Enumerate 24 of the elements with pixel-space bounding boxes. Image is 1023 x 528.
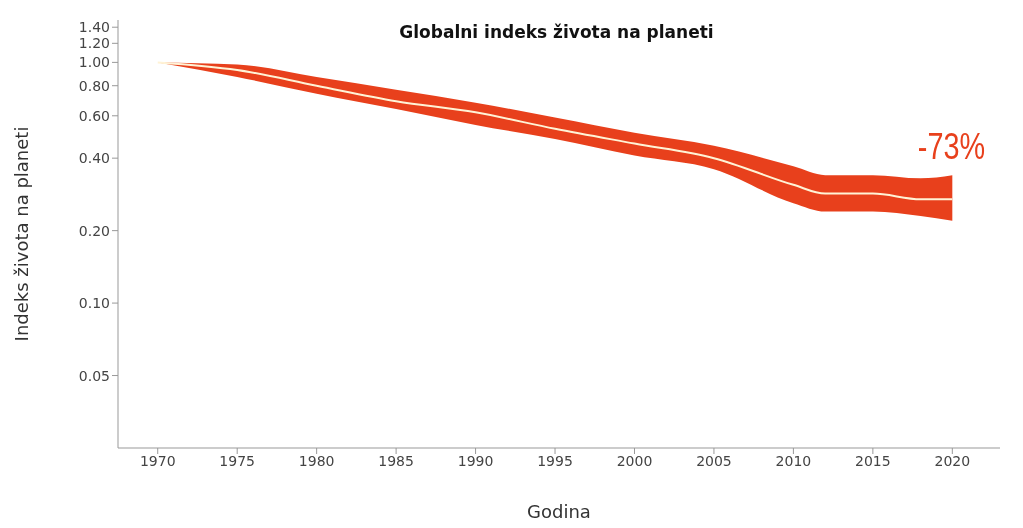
- annotation: -73%: [917, 126, 985, 168]
- x-tick-label: 2000: [616, 452, 653, 469]
- x-tick-label: 1970: [139, 452, 176, 469]
- x-tick-label: 2010: [775, 452, 812, 469]
- x-tick-label: 2015: [855, 452, 891, 469]
- y-tick-label: 0.60: [78, 107, 110, 124]
- x-tick-label: 1975: [219, 452, 256, 469]
- y-tick-label: 0.40: [78, 150, 110, 167]
- y-tick-label: 1.40: [78, 19, 110, 36]
- x-axis-title: Godina: [527, 501, 591, 522]
- y-tick-label: 0.20: [78, 222, 110, 239]
- x-tick-label: 1980: [298, 452, 335, 469]
- y-axis-title: Indeks života na planeti: [11, 126, 33, 342]
- x-tick-label: 1985: [378, 452, 414, 469]
- y-tick-label: 1.20: [78, 35, 110, 52]
- y-tick-label: 0.05: [78, 367, 110, 384]
- x-tick-label: 2020: [934, 452, 971, 469]
- x-tick-label: 1995: [537, 452, 573, 469]
- x-tick-label: 1990: [457, 452, 494, 469]
- x-tick-label: 2005: [696, 452, 732, 469]
- y-tick-label: 0.80: [78, 77, 110, 94]
- chart-title: Globalni indeks života na planeti: [399, 22, 714, 42]
- y-tick-label: 0.10: [78, 295, 110, 312]
- y-tick-label: 1.00: [78, 54, 110, 71]
